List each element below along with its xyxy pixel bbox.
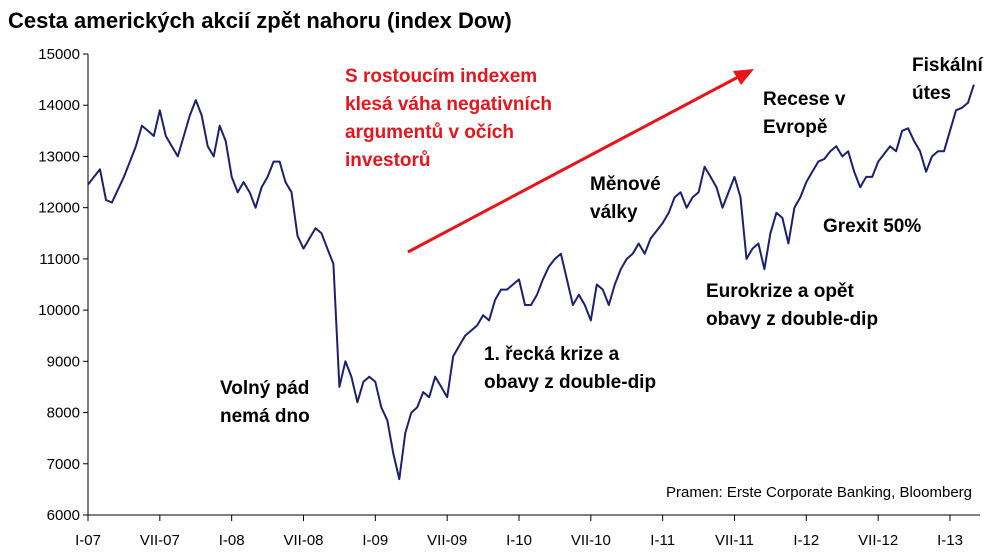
annotation: klesá váha negativních — [345, 94, 552, 115]
arrow-head — [733, 69, 754, 85]
annotation: investorů — [345, 150, 431, 171]
x-tick-label: I-09 — [362, 532, 388, 549]
x-tick-label: VII-10 — [571, 532, 611, 549]
annotation: Eurokrize a opět — [706, 281, 854, 302]
x-tick-label: VII-09 — [427, 532, 467, 549]
annotation: obavy z double-dip — [484, 372, 656, 393]
x-tick-label: I-11 — [650, 532, 675, 549]
annotation: Recese v — [763, 89, 846, 110]
y-tick-label: 9000 — [47, 353, 80, 370]
x-tick-label: I-13 — [937, 532, 963, 549]
annotation: Grexit 50% — [823, 216, 921, 237]
chart-title: Cesta amerických akcií zpět nahoru (inde… — [8, 8, 512, 33]
annotation: nemá dno — [220, 406, 310, 427]
y-tick-label: 6000 — [47, 507, 80, 524]
x-tick-label: I-12 — [793, 532, 819, 549]
y-tick-label: 8000 — [47, 405, 80, 422]
annotation: S rostoucím indexem — [345, 66, 537, 87]
x-tick-label: VII-12 — [858, 532, 898, 549]
line-series — [87, 84, 975, 481]
annotation: 1. řecká krize a — [484, 344, 620, 365]
x-tick-label: VII-07 — [140, 532, 180, 549]
y-tick-label: 13000 — [38, 148, 80, 165]
y-tick-label: 10000 — [38, 302, 80, 319]
x-tick-label: I-07 — [75, 532, 101, 549]
annotation: Volný pád — [220, 378, 309, 399]
y-tick-label: 14000 — [38, 97, 80, 114]
y-tick-label: 11000 — [39, 251, 80, 268]
annotation: Evropě — [763, 117, 827, 138]
annotation: útes — [912, 83, 951, 104]
source-note: Pramen: Erste Corporate Banking, Bloombe… — [666, 484, 972, 501]
x-tick-label: I-08 — [219, 532, 245, 549]
x-tick-label: VII-08 — [283, 532, 323, 549]
annotation: obavy z double-dip — [706, 309, 878, 330]
annotation: Fiskální — [912, 55, 983, 76]
x-tick-label: VII-11 — [715, 532, 754, 549]
y-tick-label: 7000 — [47, 456, 80, 473]
annotation: Měnové — [590, 174, 661, 195]
y-tick-label: 12000 — [38, 200, 80, 217]
annotation: války — [590, 202, 638, 223]
arrow — [407, 74, 741, 254]
y-tick-label: 15000 — [38, 46, 80, 63]
x-tick-label: I-10 — [506, 532, 532, 549]
annotation: argumentů v očích — [345, 122, 514, 143]
